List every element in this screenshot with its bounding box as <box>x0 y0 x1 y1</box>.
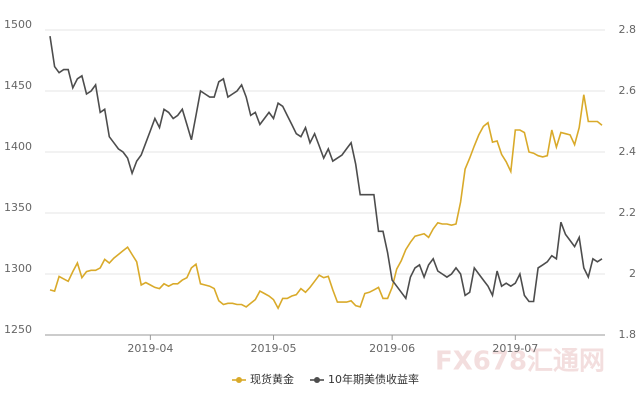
y-tick-label: 1300 <box>4 262 32 275</box>
x-tick-label: 2019-07 <box>492 342 538 355</box>
y2-tick-label: 1.8 <box>619 328 637 341</box>
x-tick-label: 2019-04 <box>127 342 173 355</box>
y2-tick-label: 2 <box>629 267 636 280</box>
y-tick-label: 1400 <box>4 140 32 153</box>
legend-label: 10年期美债收益率 <box>328 372 419 386</box>
series-line <box>49 94 603 310</box>
y2-tick-label: 2.6 <box>619 84 637 97</box>
series-line <box>49 35 603 303</box>
watermark: FX678汇通网 <box>435 347 605 377</box>
y-tick-label: 1350 <box>4 201 32 214</box>
y-tick-label: 1500 <box>4 18 32 31</box>
y2-tick-label: 2.2 <box>619 206 637 219</box>
x-tick-label: 2019-06 <box>369 342 415 355</box>
y2-tick-label: 2.8 <box>619 23 637 36</box>
y-tick-label: 1250 <box>4 323 32 336</box>
y-tick-label: 1450 <box>4 79 32 92</box>
legend-marker <box>314 377 320 383</box>
legend-label: 现货黄金 <box>250 372 294 386</box>
x-tick-label: 2019-05 <box>251 342 297 355</box>
y2-tick-label: 2.4 <box>619 145 637 158</box>
legend-marker <box>236 377 242 383</box>
